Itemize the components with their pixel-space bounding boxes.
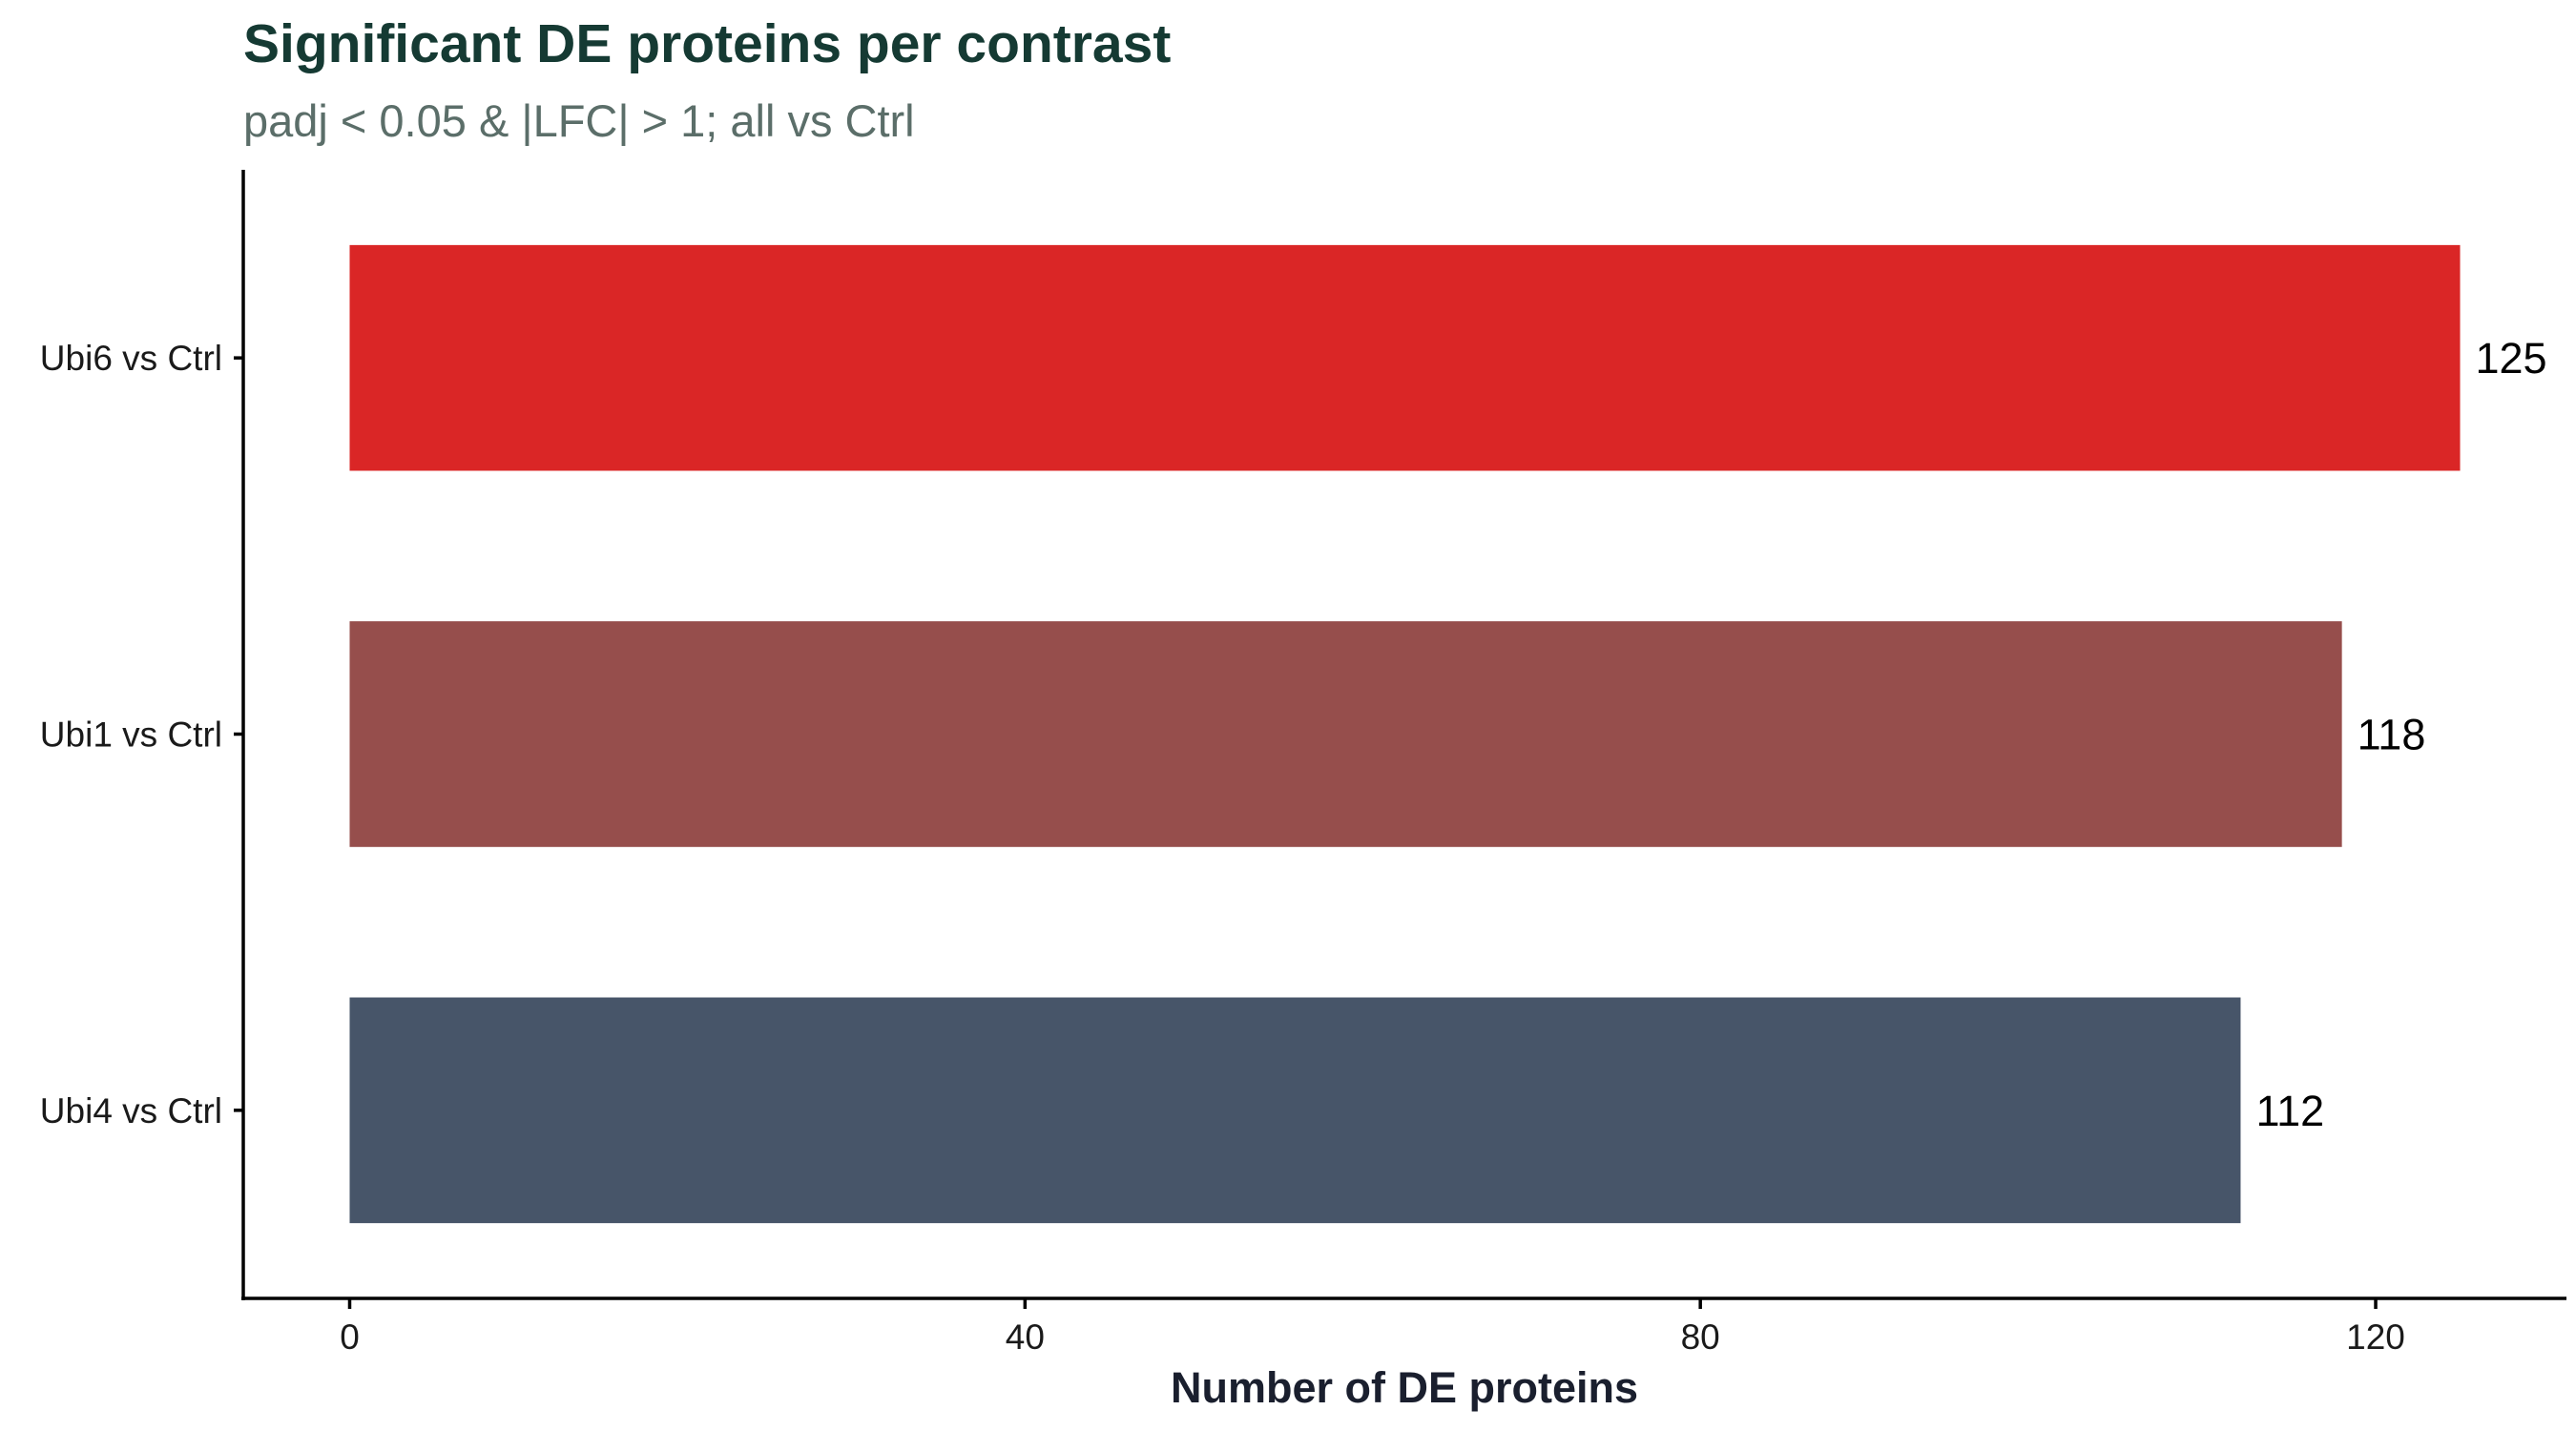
- x-tick-label: 80: [1681, 1317, 1720, 1357]
- x-tick-label: 0: [340, 1317, 360, 1357]
- bars-layer: [349, 244, 2461, 1224]
- y-tick-label: Ubi4 vs Ctrl: [40, 1091, 222, 1130]
- x-tick-label: 120: [2346, 1317, 2405, 1357]
- bar-value-label: 112: [2255, 1087, 2324, 1135]
- bar-value-label: 118: [2358, 711, 2426, 759]
- y-tick-label: Ubi6 vs Ctrl: [40, 339, 222, 378]
- y-tick-label: Ubi1 vs Ctrl: [40, 716, 222, 755]
- x-axis-title: Number of DE proteins: [1171, 1363, 1638, 1412]
- x-tick-label: 40: [1006, 1317, 1045, 1357]
- bar-3: [349, 997, 2241, 1224]
- x-axis-ticks: 0 40 80 120: [340, 1298, 2405, 1357]
- chart-subtitle: padj < 0.05 & |LFC| > 1; all vs Ctrl: [243, 95, 915, 146]
- bar-2: [349, 621, 2342, 847]
- data-labels-layer: 125 118 112: [2255, 334, 2546, 1135]
- y-axis-ticks: Ubi6 vs Ctrl Ubi1 vs Ctrl Ubi4 vs Ctrl: [40, 339, 243, 1130]
- bar-1: [349, 244, 2461, 471]
- chart-title: Significant DE proteins per contrast: [243, 13, 1171, 74]
- bar-value-label: 125: [2476, 334, 2547, 383]
